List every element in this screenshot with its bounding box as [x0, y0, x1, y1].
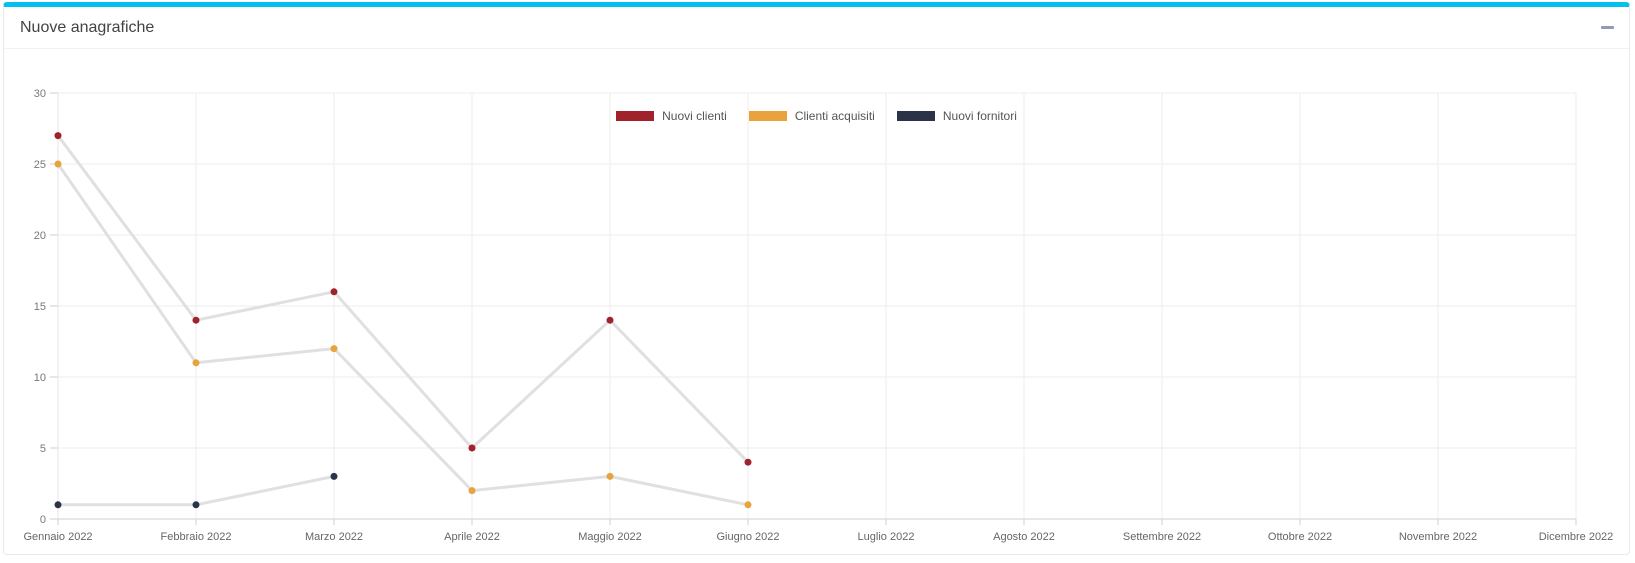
svg-text:Aprile 2022: Aprile 2022 [444, 531, 500, 543]
legend-item[interactable]: Nuovi fornitori [896, 109, 1017, 123]
svg-text:20: 20 [34, 230, 46, 242]
svg-text:0: 0 [40, 514, 46, 526]
svg-text:Dicembre 2022: Dicembre 2022 [1539, 531, 1614, 543]
minus-icon [1600, 26, 1614, 29]
svg-text:Novembre 2022: Novembre 2022 [1399, 531, 1477, 543]
card-header: Nuove anagrafiche [4, 7, 1629, 49]
legend-swatch [616, 111, 655, 121]
svg-text:30: 30 [34, 88, 46, 100]
panel-title: Nuove anagrafiche [20, 18, 155, 36]
svg-text:Settembre 2022: Settembre 2022 [1123, 531, 1201, 543]
svg-text:Marzo 2022: Marzo 2022 [305, 531, 363, 543]
card-nuove-anagrafiche: Nuove anagrafiche 0 5 10 15 20 25 30 Gennaio 20… [3, 2, 1630, 555]
legend-item[interactable]: Nuovi clienti [616, 109, 727, 123]
svg-text:Maggio 2022: Maggio 2022 [578, 531, 642, 543]
chart-container: 0 5 10 15 20 25 30 Gennaio 2022 Febbraio 2022 Mar… [4, 49, 1629, 554]
svg-text:25: 25 [34, 159, 46, 171]
svg-text:15: 15 [34, 301, 46, 313]
svg-text:10: 10 [34, 372, 46, 384]
svg-text:5: 5 [40, 443, 46, 455]
svg-text:Gennaio 2022: Gennaio 2022 [23, 531, 92, 543]
legend-label: Nuovi fornitori [942, 109, 1017, 123]
legend-label: Clienti acquisiti [794, 109, 875, 123]
legend-swatch [748, 111, 787, 121]
legend-item[interactable]: Clienti acquisiti [748, 109, 875, 123]
line-chart: 0 5 10 15 20 25 30 Gennaio 2022 Febbraio 2022 Mar… [23, 88, 1614, 543]
svg-text:Agosto 2022: Agosto 2022 [993, 531, 1055, 543]
legend-label: Nuovi clienti [662, 109, 727, 123]
legend-swatch [896, 111, 935, 121]
chart-legend: Nuovi clienti Clienti acquisiti Nuovi forn… [4, 109, 1629, 123]
svg-text:Ottobre 2022: Ottobre 2022 [1268, 531, 1332, 543]
svg-text:Luglio 2022: Luglio 2022 [858, 531, 915, 543]
collapse-button[interactable] [1595, 17, 1619, 39]
svg-text:Febbraio 2022: Febbraio 2022 [161, 531, 232, 543]
svg-text:Giugno 2022: Giugno 2022 [717, 531, 780, 543]
